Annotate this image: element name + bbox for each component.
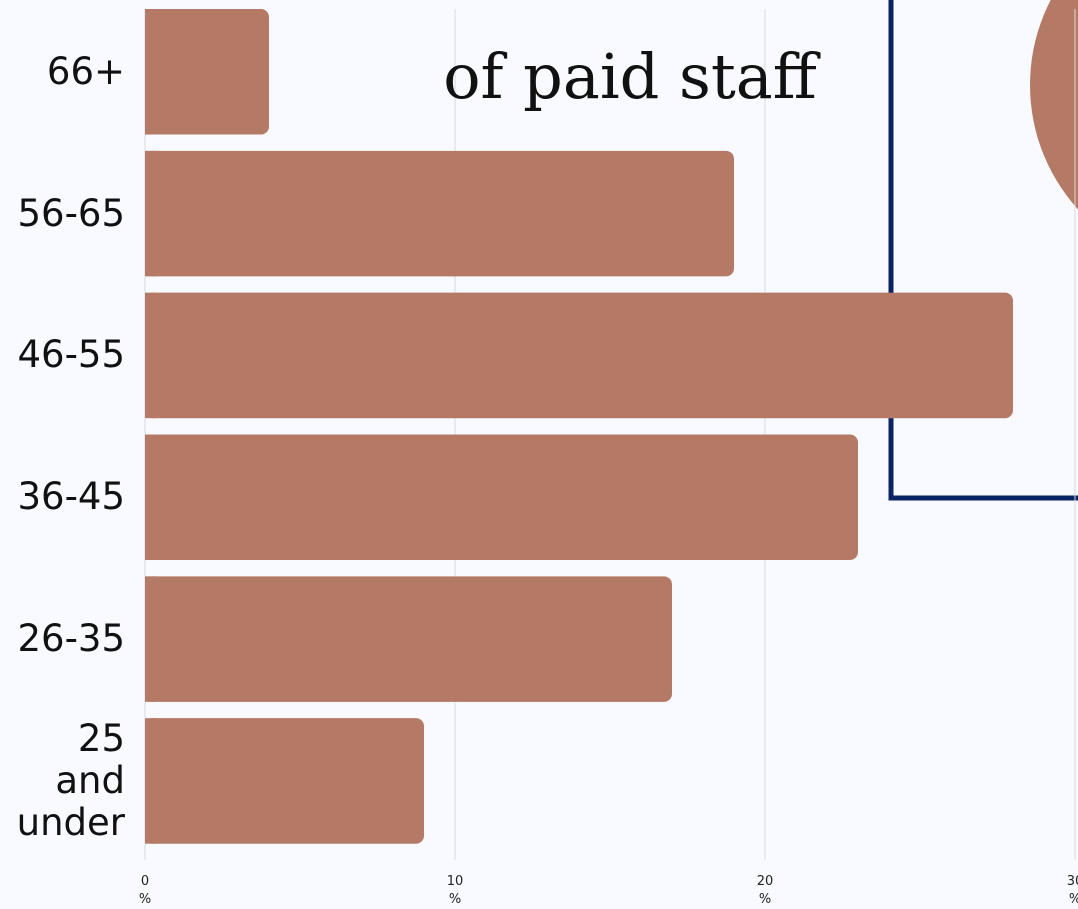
bar-base: [145, 718, 155, 844]
bar-base: [145, 434, 155, 561]
bar: [145, 292, 1013, 419]
x-tick-label: 10 %: [446, 874, 464, 907]
y-tick-label: 66+: [46, 49, 125, 93]
bar-base: [145, 576, 155, 702]
bar-base: [145, 9, 155, 135]
bar: [145, 434, 858, 561]
y-tick-label: 26-35: [17, 617, 125, 661]
y-tick-label: 25 and under: [16, 716, 125, 844]
bars: [145, 9, 1013, 844]
chart-title: of paid staff: [443, 40, 821, 113]
y-tick-label: 56-65: [17, 191, 125, 235]
bar-base: [145, 150, 155, 277]
bar: [145, 150, 734, 277]
bar: [145, 718, 424, 844]
x-tick-label: 0 %: [138, 874, 152, 907]
x-tick-label: 30 %: [1066, 874, 1078, 907]
decor-frame: [888, 0, 1078, 501]
y-tick-label: 36-45: [17, 475, 125, 519]
bar: [145, 576, 672, 702]
decor-circle: [1030, 0, 1078, 210]
y-tick-label: 46-55: [17, 333, 125, 377]
bar: [145, 9, 269, 135]
x-tick-label: 20 %: [756, 874, 774, 907]
bar-base: [145, 292, 155, 419]
